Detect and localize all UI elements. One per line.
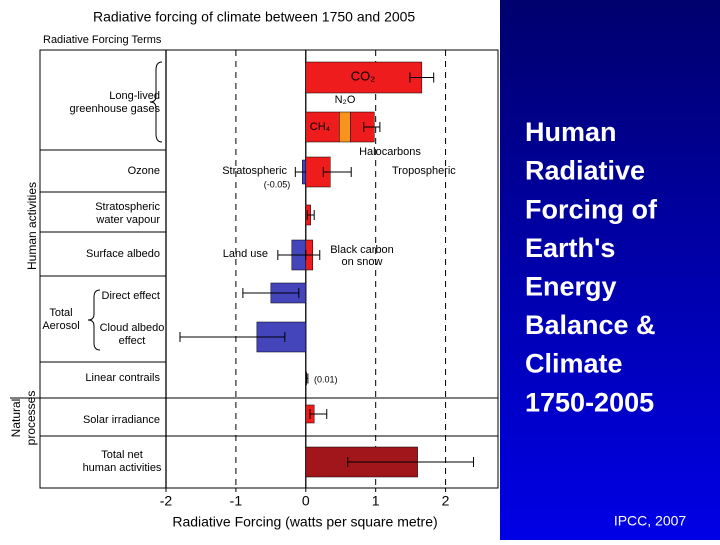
row-label: Cloud albedo (100, 322, 165, 334)
row-label: effect (119, 335, 146, 347)
side-panel (500, 0, 720, 540)
header: Radiative Forcing Terms (43, 34, 162, 46)
group-label: processes (24, 391, 38, 446)
row-label: Surface albedo (86, 248, 160, 260)
value-label: (-0.05) (264, 179, 291, 189)
panel-text: 1750-2005 (525, 387, 654, 417)
row-label: Solar irradiance (83, 414, 160, 426)
bar-label: Stratospheric (222, 165, 287, 177)
panel-text: Energy (525, 272, 617, 302)
x-axis-label: Radiative Forcing (watts per square metr… (172, 514, 437, 530)
row-label: Aerosol (42, 320, 79, 332)
bar-label: on snow (342, 256, 383, 268)
bar (305, 111, 340, 143)
x-tick-label: 0 (302, 493, 310, 509)
bar-label: CH₄ (310, 121, 331, 133)
bar-label: N₂O (335, 94, 356, 106)
row-label: human activities (83, 462, 162, 474)
row-label: Stratospheric (95, 201, 160, 213)
row-label: water vapour (95, 214, 160, 226)
panel-text: Earth's (525, 233, 615, 263)
row-label: greenhouse gases (69, 103, 160, 115)
bar (339, 111, 351, 143)
chart-title: Radiative forcing of climate between 175… (93, 9, 415, 25)
bar-label: Halocarbons (359, 146, 421, 158)
group-label: Human activities (25, 182, 39, 270)
panel-text: Balance & (525, 310, 656, 340)
bar-label: CO₂ (351, 68, 376, 83)
row-label: Linear contrails (85, 372, 160, 384)
row-label: Total net (101, 449, 143, 461)
row-label: Direct effect (102, 290, 161, 302)
row-label: Ozone (128, 165, 160, 177)
value-label: (0.01) (314, 374, 338, 384)
brace (149, 61, 163, 143)
bar-label: Tropospheric (392, 165, 456, 177)
x-tick-label: -2 (160, 493, 173, 509)
panel-text: Climate (525, 349, 623, 379)
row-label: Long-lived (109, 90, 160, 102)
row-label: Total (49, 307, 72, 319)
panel-text: Forcing of (525, 194, 658, 224)
x-tick-label: 2 (442, 493, 450, 509)
plot-frame (39, 49, 499, 489)
credit: IPCC, 2007 (614, 513, 687, 529)
x-tick-label: -1 (230, 493, 243, 509)
brace (87, 289, 101, 351)
group-label: Natural (9, 399, 23, 438)
panel-text: Radiative (525, 156, 645, 186)
bar-label: Black carbon (330, 244, 394, 256)
chart-background (0, 0, 500, 540)
x-tick-label: 1 (372, 493, 380, 509)
panel-text: Human (525, 117, 617, 147)
bar-label: Land use (223, 248, 268, 260)
